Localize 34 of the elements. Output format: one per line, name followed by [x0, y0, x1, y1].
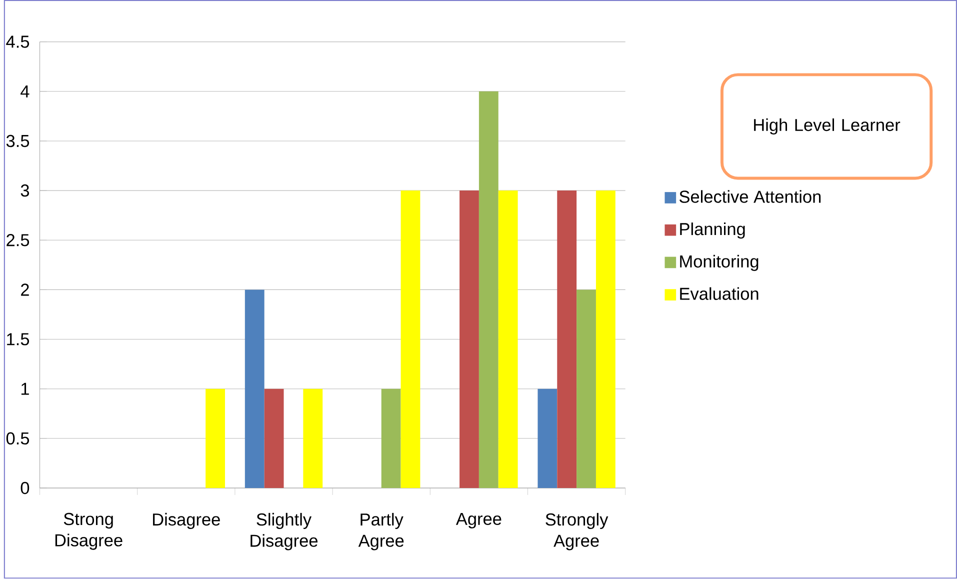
- y-tick-label: 3.5: [6, 135, 30, 148]
- y-tick-label: 0.5: [6, 432, 30, 445]
- y-tick-label: 4.5: [6, 36, 30, 48]
- x-tick-label: Agree: [456, 513, 502, 529]
- legend-label: Monitoring: [680, 255, 758, 272]
- y-tick-label: 2: [21, 284, 29, 296]
- x-tick-label: Strongly Agree: [546, 513, 608, 550]
- bar: [498, 190, 518, 488]
- x-tick-label: Disagree: [153, 513, 220, 530]
- y-tick-label: 1: [21, 383, 29, 395]
- y-tick-label: 1.5: [7, 333, 30, 346]
- bar: [264, 389, 284, 488]
- bar: [381, 389, 401, 488]
- bar: [478, 92, 498, 488]
- y-tick-label: 2.5: [6, 234, 30, 246]
- y-tick-label: 0: [20, 482, 30, 494]
- y-tick-label: 4: [20, 86, 30, 98]
- bar: [244, 290, 264, 488]
- text: High Level Learner: [754, 118, 900, 135]
- bar: [303, 389, 323, 488]
- bar: [596, 190, 616, 488]
- bar: [538, 389, 558, 488]
- legend-label: Planning: [680, 222, 745, 239]
- legend-label: Evaluation: [680, 287, 758, 300]
- bar: [576, 290, 596, 488]
- bar: [557, 190, 577, 488]
- bar: [460, 190, 479, 488]
- x-tick-label: Partly Agree: [358, 513, 404, 550]
- x-tick-label: Strong Disagree: [55, 513, 122, 550]
- legend-label: Selective Attention: [680, 190, 821, 204]
- y-tick-label: 3: [20, 184, 30, 197]
- x-tick-label: Slightly Disagree: [250, 513, 318, 550]
- bar: [206, 389, 225, 488]
- bar: [400, 190, 420, 488]
